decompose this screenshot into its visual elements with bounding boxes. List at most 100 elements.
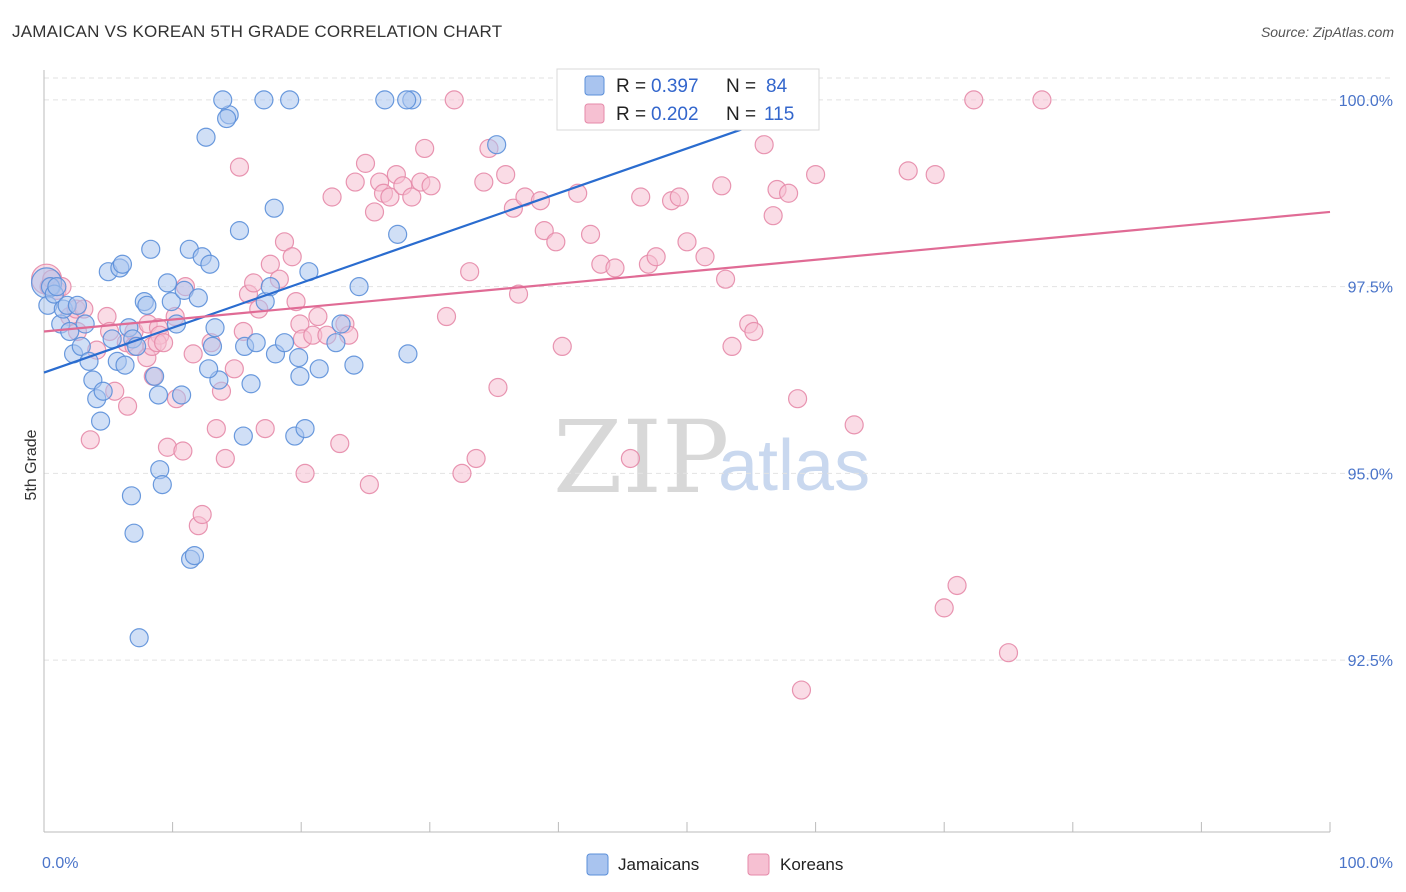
- koreans-point: [1032, 90, 1052, 110]
- koreans-r-label: R =: [616, 104, 646, 125]
- koreans-point: [436, 306, 457, 327]
- jamaicans-point: [67, 295, 88, 315]
- koreans-point: [359, 475, 379, 495]
- jamaicans-point: [112, 254, 133, 274]
- jamaicans-point: [129, 628, 149, 648]
- koreans-point: [224, 359, 244, 379]
- jamaicans-point: [79, 351, 99, 371]
- jamaicans-point: [199, 359, 219, 379]
- koreans-n-label: N =: [726, 104, 756, 125]
- jamaicans-point: [397, 90, 417, 110]
- koreans-point: [580, 224, 601, 244]
- koreans-point: [474, 172, 494, 192]
- koreans-point: [715, 269, 736, 289]
- jamaicans-point: [331, 314, 351, 334]
- axes: [43, 70, 1331, 833]
- jamaicans-point: [290, 366, 310, 386]
- koreans-point: [345, 172, 365, 192]
- y-tick-label: 92.5%: [1348, 653, 1393, 670]
- jamaicans-point: [487, 135, 507, 155]
- koreans-point: [496, 164, 516, 185]
- jamaicans-point: [200, 254, 220, 274]
- koreans-point: [754, 135, 774, 155]
- koreans-point: [508, 284, 529, 304]
- koreans-point: [534, 221, 554, 241]
- jamaicans-point: [172, 385, 192, 405]
- watermark-atlas: atlas: [718, 426, 870, 506]
- legend-jamaicans-swatch: [586, 853, 609, 876]
- jamaicans-point: [295, 418, 315, 439]
- jamaicans-point: [309, 359, 329, 379]
- koreans-point: [787, 389, 808, 409]
- koreans-point: [605, 258, 625, 278]
- koreans-point: [229, 157, 250, 177]
- koreans-point: [460, 262, 480, 282]
- jamaicans-point: [254, 90, 274, 110]
- legend-jamaicans-label: Jamaicans: [618, 855, 699, 874]
- koreans-point: [282, 247, 302, 267]
- jamaicans-r-value: 0.397: [651, 76, 699, 97]
- jamaicans-point: [398, 344, 418, 364]
- chart-title: JAMAICAN VS KOREAN 5TH GRADE CORRELATION…: [12, 22, 503, 41]
- koreans-point: [322, 187, 342, 207]
- jamaicans-point: [75, 314, 95, 334]
- koreans-point: [402, 187, 422, 207]
- jamaicans-n-label: N =: [726, 76, 756, 97]
- jamaicans-point: [184, 545, 205, 566]
- jamaicans-point: [148, 385, 169, 405]
- koreans-point: [530, 191, 550, 211]
- koreans-point: [444, 90, 464, 110]
- koreans-point: [421, 176, 441, 196]
- koreans-point: [695, 247, 715, 267]
- jamaicans-point: [344, 355, 364, 375]
- koreans-point: [355, 153, 376, 173]
- koreans-point: [117, 396, 138, 416]
- koreans-point: [364, 202, 385, 222]
- stats-legend: R = 0.397 N = 84 R = 0.202 N = 115: [556, 68, 820, 131]
- jamaicans-point: [246, 333, 266, 353]
- koreans-point: [669, 187, 689, 207]
- jamaicans-point: [326, 333, 346, 353]
- jamaicans-point: [196, 127, 216, 147]
- koreans-point: [380, 187, 400, 207]
- jamaicans-point: [280, 90, 300, 110]
- koreans-point: [646, 247, 666, 267]
- y-axis-label: 5th Grade: [23, 429, 40, 500]
- jamaicans-point: [188, 288, 208, 308]
- watermark-zip: ZIP: [553, 399, 729, 516]
- jamaicans-swatch: [584, 75, 605, 96]
- jamaicans-point: [90, 411, 111, 431]
- jamaicans-point: [152, 475, 172, 495]
- koreans-point: [466, 448, 486, 469]
- koreans-point: [763, 206, 783, 226]
- x-tick-label: 100.0%: [1339, 855, 1393, 872]
- koreans-point: [677, 232, 697, 252]
- y-tick-label: 95.0%: [1348, 466, 1393, 483]
- koreans-point: [295, 463, 315, 484]
- x-tick-labels: 0.0% 100.0%: [42, 855, 1393, 872]
- koreans-trend-line: [43, 210, 1331, 333]
- koreans-point: [183, 344, 203, 364]
- jamaicans-n-value: 84: [766, 76, 788, 97]
- koreans-point: [805, 164, 826, 185]
- koreans-point: [173, 441, 193, 461]
- jamaicans-point: [60, 321, 80, 342]
- y-tick-label: 100.0%: [1339, 93, 1393, 110]
- jamaicans-point: [388, 224, 408, 244]
- koreans-point: [330, 433, 350, 454]
- jamaicans-trend-line: [43, 124, 752, 374]
- koreans-point: [488, 377, 508, 398]
- jamaicans-point: [141, 239, 161, 259]
- jamaicans-point: [161, 291, 181, 312]
- jamaicans-point: [47, 277, 67, 297]
- koreans-point: [844, 415, 864, 435]
- koreans-point: [244, 273, 264, 293]
- y-tick-labels: 92.5% 95.0% 97.5% 100.0%: [1339, 93, 1393, 670]
- watermark: ZIP atlas: [553, 399, 870, 516]
- koreans-point: [80, 430, 100, 450]
- jamaicans-point: [233, 426, 253, 446]
- koreans-point: [947, 575, 967, 596]
- koreans-point: [274, 232, 295, 252]
- jamaicans-point: [349, 277, 369, 297]
